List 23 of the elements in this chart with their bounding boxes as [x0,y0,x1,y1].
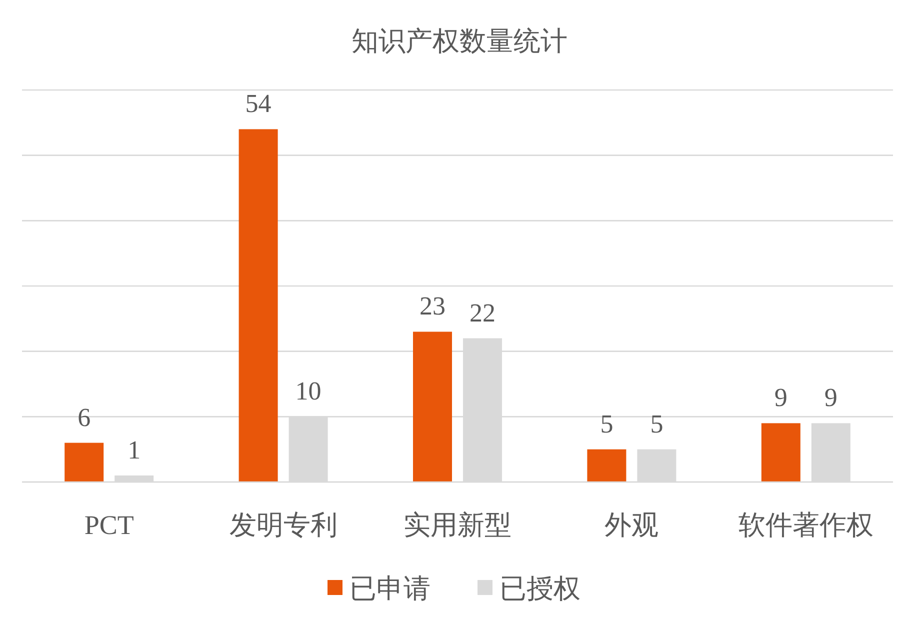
legend-label: 已授权 [500,573,580,604]
data-label: 1 [128,435,141,464]
bar [761,423,800,482]
x-tick-label: PCT [84,510,134,540]
x-tick-label: 实用新型 [404,510,512,540]
x-tick-label: 外观 [604,510,659,540]
legend-label: 已申请 [350,573,430,604]
bar [413,332,452,482]
data-label: 5 [650,409,664,438]
data-label: 22 [470,298,496,328]
data-label: 9 [774,383,788,412]
data-label: 23 [420,292,446,321]
data-label: 5 [600,409,614,438]
data-label: 10 [295,376,322,406]
chart-title: 知识产权数量统计 [352,26,568,56]
data-label: 54 [245,89,272,118]
data-label: 9 [824,383,838,412]
bar [238,129,278,482]
bar [64,442,104,482]
bar [587,449,626,482]
x-tick-label: 软件著作权 [738,510,874,540]
x-tick-label: 发明专利 [229,510,338,540]
data-label: 6 [78,402,91,432]
